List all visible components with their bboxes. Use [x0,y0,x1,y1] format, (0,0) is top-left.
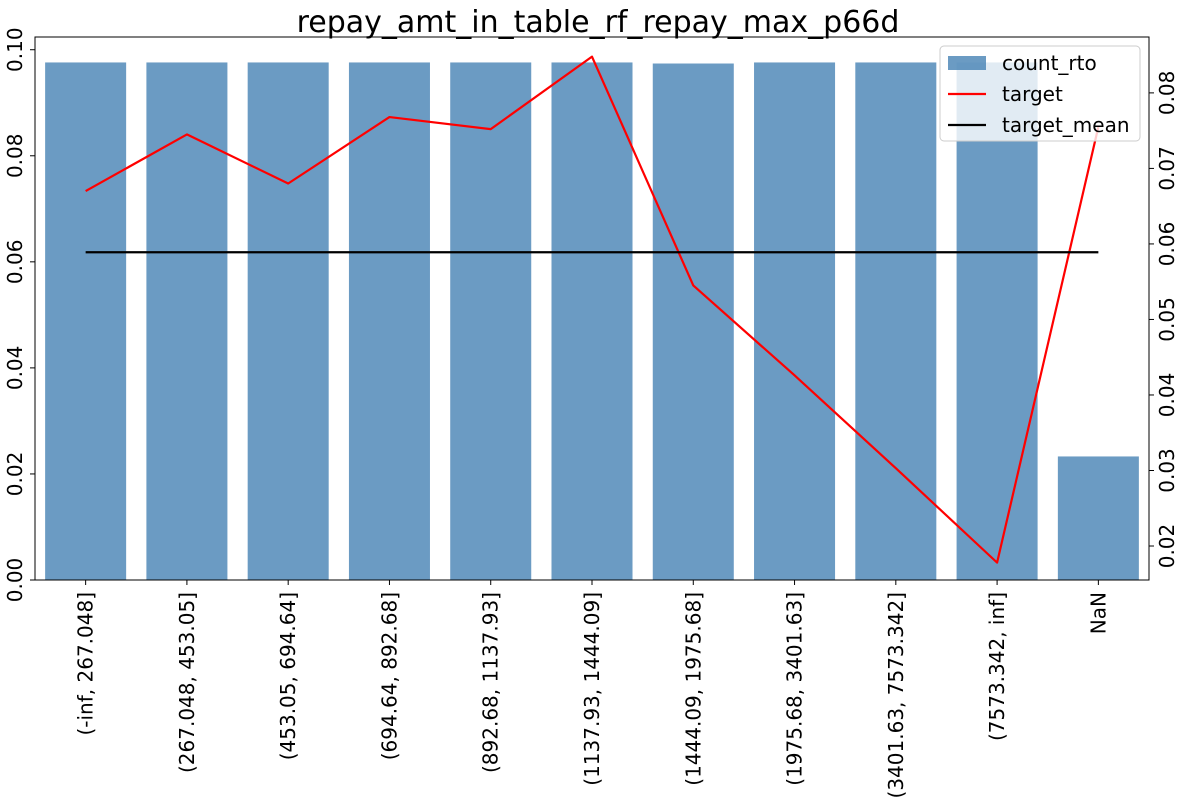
line-target [85,55,1100,564]
right-y-tick-label: 0.06 [1155,222,1179,267]
x-tick-label: NaN [1086,592,1110,634]
left-y-tick-label: 0.08 [3,134,27,179]
x-tick-label: (1444.09, 1975.68] [681,592,705,786]
right-y-tick-label: 0.07 [1155,146,1179,191]
legend-label-target-mean: target_mean [1002,113,1130,137]
legend-swatch-count-rto [948,56,986,70]
bar-count_rto [956,62,1038,580]
right-y-tick-label: 0.03 [1155,448,1179,493]
bar-count_rto [652,63,734,580]
chart-title: repay_amt_in_table_rf_repay_max_p66d [297,5,900,40]
x-tick-label: (892.68, 1137.93] [479,592,503,773]
axes-layer: 0.00 0.02 0.04 0.06 0.08 0.10 0.02 0.03 0.04 0.05… [3,27,1179,798]
bar-count_rto [45,62,127,580]
bar-count_rto [348,62,430,580]
left-y-tick-label: 0.02 [3,452,27,497]
bar-count_rto [754,62,836,580]
left-y-tick-label: 0.00 [3,558,27,603]
bar-count_rto [450,62,532,580]
lines-layer [85,55,1100,564]
bar-count_rto [1057,456,1139,580]
left-y-tick-label: 0.04 [3,346,27,391]
left-y-tick-label: 0.10 [3,27,27,72]
bar-count_rto [551,62,633,580]
x-tick-label: (694.64, 892.68] [377,592,401,760]
bar-count_rto [247,62,329,580]
x-tick-label: (1975.68, 3401.63] [783,592,807,786]
x-tick-label: (-inf, 267.048] [74,592,98,736]
bar-count_rto [146,62,228,580]
x-tick-label: (7573.342, inf] [985,592,1009,741]
legend-label-count-rto: count_rto [1002,51,1097,75]
legend-label-target: target [1002,82,1063,106]
x-tick-label: (453.05, 694.64] [276,592,300,760]
bar-count_rto [855,62,937,580]
right-y-tick-label: 0.02 [1155,524,1179,569]
legend-box [939,45,1141,142]
left-y-tick-label: 0.06 [3,240,27,285]
x-tick-label: (3401.63, 7573.342] [884,592,908,798]
right-y-tick-label: 0.04 [1155,373,1179,418]
right-y-tick-label: 0.05 [1155,297,1179,342]
right-y-tick-label: 0.08 [1155,71,1179,116]
x-tick-label: (1137.93, 1444.09] [580,592,604,786]
x-tick-label: (267.048, 453.05] [175,592,199,773]
